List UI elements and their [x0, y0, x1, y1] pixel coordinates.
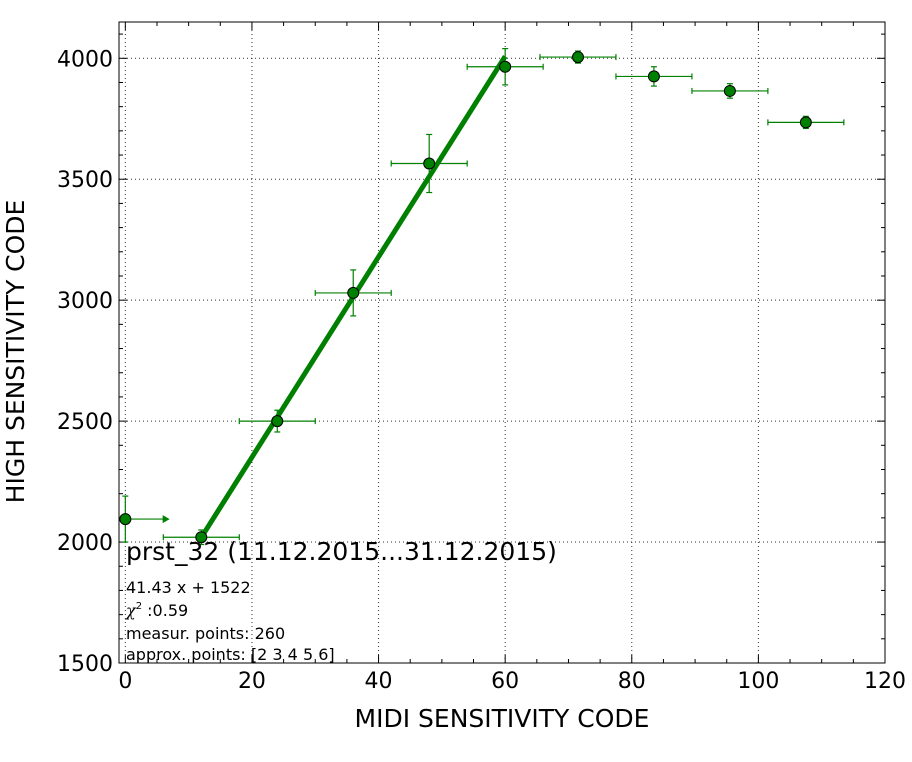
x-error-arrow [162, 515, 170, 524]
data-point-marker [271, 415, 284, 428]
y-tick-label: 2000 [57, 531, 113, 556]
fit-annotation: prst_32 (11.12.2015...31.12.2015) 41.43 … [125, 537, 557, 664]
data-point-marker [423, 157, 436, 170]
y-tick-label: 2500 [57, 410, 113, 435]
grid [119, 22, 885, 663]
annotation-title: prst_32 (11.12.2015...31.12.2015) [126, 537, 557, 566]
annotation-approx-points: approx. points: [2 3 4 5 6] [126, 645, 335, 664]
axis-ticks [119, 22, 886, 664]
y-tick-label: 3500 [57, 168, 113, 193]
x-tick-label: 40 [365, 669, 393, 694]
data-point-marker [499, 60, 512, 73]
chi-symbol: χ [125, 601, 137, 620]
x-tick-label: 0 [118, 669, 132, 694]
data-point-marker [799, 116, 812, 129]
data-point-marker [195, 531, 208, 544]
tick-labels: 0 20 40 60 80 100 120 1500 2000 2500 3000 3500 4000 [57, 47, 906, 694]
x-tick-label: 100 [737, 669, 779, 694]
x-axis-label: MIDI SENSITIVITY CODE [355, 704, 650, 733]
data-point-marker [647, 70, 660, 83]
data-point-marker [119, 513, 132, 526]
x-tick-label: 60 [491, 669, 519, 694]
x-tick-label: 80 [618, 669, 646, 694]
x-tick-label: 120 [864, 669, 906, 694]
data-markers [119, 51, 812, 544]
data-point-marker [347, 286, 360, 299]
error-bars [122, 48, 845, 546]
x-tick-label: 20 [238, 669, 266, 694]
y-tick-label: 4000 [57, 47, 113, 72]
annotation-chi-square: χ2 :0.59 [125, 601, 188, 620]
y-axis-label: HIGH SENSITIVITY CODE [1, 200, 30, 504]
annotation-equation: 41.43 x + 1522 [126, 578, 251, 597]
plot-frame [118, 21, 886, 664]
chi-superscript: 2 [136, 601, 142, 612]
data-point-marker [723, 84, 736, 97]
chi-value: :0.59 [142, 601, 188, 620]
y-tick-label: 1500 [57, 652, 113, 677]
data-point-marker [571, 51, 584, 64]
annotation-measur-points: measur. points: 260 [126, 624, 285, 643]
y-tick-label: 3000 [57, 289, 113, 314]
